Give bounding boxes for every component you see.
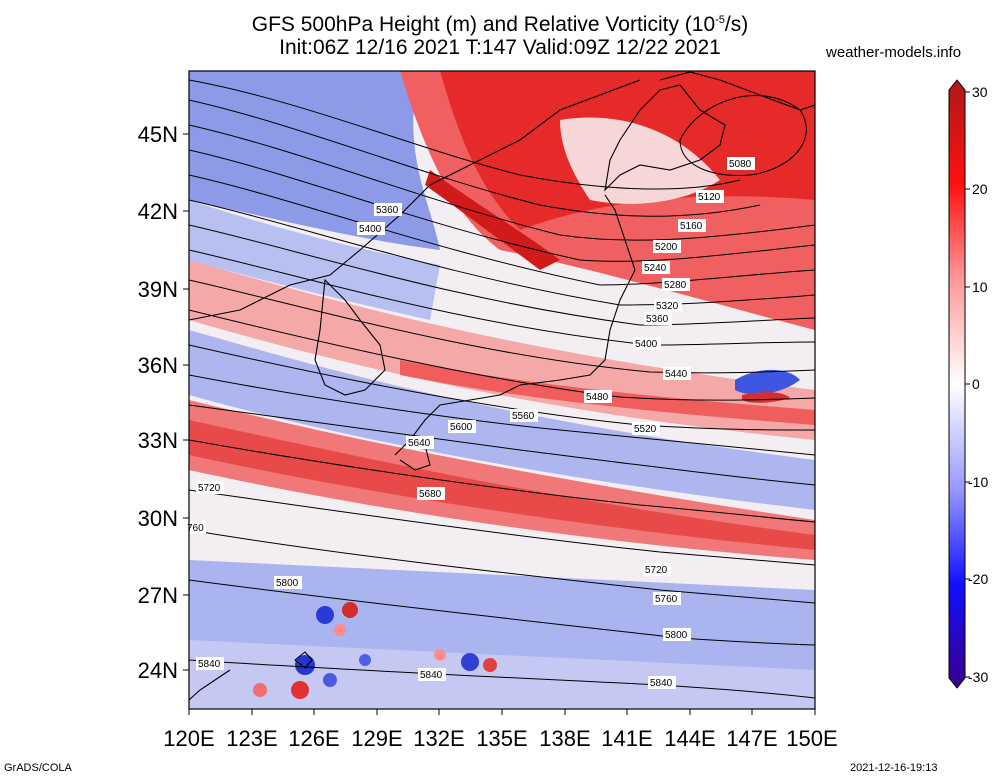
lon-axis: 120E 123E 126E 129E 132E 135E 138E 141E … bbox=[163, 709, 838, 751]
contour-labels: 5080 5120 5160 5200 5240 5280 5320 5360 … bbox=[186, 157, 755, 689]
svg-text:5400: 5400 bbox=[359, 224, 382, 235]
lat-tick-label: 42N bbox=[138, 199, 178, 224]
coastlines bbox=[189, 71, 815, 701]
contour-label: 760 bbox=[186, 521, 206, 534]
lon-tick-label: 120E bbox=[163, 726, 214, 751]
contour-label: 5360 bbox=[374, 203, 402, 216]
contour-label: 5160 bbox=[678, 219, 706, 232]
site-credit: weather-models.info bbox=[826, 44, 962, 61]
svg-text:5400: 5400 bbox=[635, 339, 658, 350]
footer-left: GrADS/COLA bbox=[4, 762, 72, 774]
contour-label: 5800 bbox=[663, 628, 691, 641]
colorbar: 30 20 10 0 -10 -20 -30 bbox=[948, 79, 988, 689]
colorbar-label: -10 bbox=[968, 474, 988, 490]
contour-label: 5280 bbox=[662, 278, 690, 291]
colorbar-label: -20 bbox=[968, 571, 988, 587]
contour-label: 5480 bbox=[584, 390, 612, 403]
contour-label: 5720 bbox=[643, 563, 671, 576]
map-title-line1: GFS 500hPa Height (m) and Relative Vorti… bbox=[251, 13, 749, 36]
svg-text:5520: 5520 bbox=[634, 424, 657, 435]
contour-label: 5600 bbox=[448, 420, 476, 433]
contour-label: 5640 bbox=[406, 436, 434, 449]
svg-text:5840: 5840 bbox=[650, 678, 673, 689]
lat-tick-label: 27N bbox=[138, 583, 178, 608]
lat-tick-label: 24N bbox=[138, 658, 178, 683]
svg-text:5080: 5080 bbox=[729, 159, 752, 170]
lat-tick-label: 45N bbox=[138, 122, 178, 147]
contour-label: 5240 bbox=[642, 261, 670, 274]
lon-tick-label: 150E bbox=[786, 726, 837, 751]
lat-tick-label: 30N bbox=[138, 506, 178, 531]
lat-tick-label: 39N bbox=[138, 277, 178, 302]
lon-tick-label: 129E bbox=[351, 726, 402, 751]
svg-text:5280: 5280 bbox=[664, 280, 687, 291]
svg-text:5600: 5600 bbox=[450, 422, 473, 433]
svg-text:5360: 5360 bbox=[646, 314, 669, 325]
height-contours bbox=[189, 79, 815, 699]
colorbar-label: 30 bbox=[972, 84, 988, 100]
contour-label: 5520 bbox=[632, 422, 660, 435]
svg-text:5440: 5440 bbox=[665, 369, 688, 380]
lon-tick-label: 147E bbox=[726, 726, 777, 751]
svg-text:5640: 5640 bbox=[408, 438, 431, 449]
map-title-line2: Init:06Z 12/16 2021 T:147 Valid:09Z 12/2… bbox=[279, 36, 721, 59]
svg-text:5760: 5760 bbox=[655, 594, 678, 605]
svg-text:5240: 5240 bbox=[644, 263, 667, 274]
svg-text:5840: 5840 bbox=[198, 659, 221, 670]
svg-text:5720: 5720 bbox=[198, 483, 221, 494]
contour-label: 5840 bbox=[196, 657, 224, 670]
contour-label: 5800 bbox=[274, 576, 302, 589]
svg-text:5200: 5200 bbox=[655, 242, 678, 253]
svg-text:5840: 5840 bbox=[420, 670, 443, 681]
svg-text:5360: 5360 bbox=[376, 205, 399, 216]
lon-tick-label: 123E bbox=[226, 726, 277, 751]
contour-label: 5720 bbox=[196, 481, 224, 494]
lon-tick-label: 135E bbox=[476, 726, 527, 751]
contour-label: 5200 bbox=[653, 240, 681, 253]
colorbar-label: 10 bbox=[972, 279, 988, 295]
lon-tick-label: 132E bbox=[413, 726, 464, 751]
svg-text:5800: 5800 bbox=[276, 578, 299, 589]
contour-label: 5320 bbox=[654, 299, 682, 312]
contour-label: 5560 bbox=[510, 409, 538, 422]
svg-text:5800: 5800 bbox=[665, 630, 688, 641]
vorticity-field bbox=[189, 71, 815, 709]
svg-text:5320: 5320 bbox=[656, 301, 679, 312]
contour-label: 5080 bbox=[727, 157, 755, 170]
svg-text:5560: 5560 bbox=[512, 411, 535, 422]
colorbar-label: -30 bbox=[968, 669, 988, 685]
contour-label: 5680 bbox=[417, 487, 445, 500]
lat-tick-label: 33N bbox=[138, 428, 178, 453]
lon-tick-label: 138E bbox=[539, 726, 590, 751]
svg-text:760: 760 bbox=[187, 523, 204, 534]
contour-label: 5400 bbox=[633, 337, 661, 350]
lon-tick-label: 126E bbox=[288, 726, 339, 751]
lon-tick-label: 141E bbox=[601, 726, 652, 751]
contour-label: 5400 bbox=[357, 222, 385, 235]
svg-text:5720: 5720 bbox=[645, 565, 668, 576]
lat-axis: 24N 27N 30N 33N 36N 39N 42N 45N bbox=[138, 122, 189, 683]
colorbar-label: 0 bbox=[972, 376, 980, 392]
contour-label: 5120 bbox=[696, 190, 724, 203]
svg-text:5160: 5160 bbox=[680, 221, 703, 232]
svg-text:5480: 5480 bbox=[586, 392, 609, 403]
svg-text:5120: 5120 bbox=[698, 192, 721, 203]
svg-text:5680: 5680 bbox=[419, 489, 442, 500]
lat-tick-label: 36N bbox=[138, 353, 178, 378]
contour-label: 5760 bbox=[653, 592, 681, 605]
contour-label: 5840 bbox=[648, 676, 676, 689]
colorbar-label: 20 bbox=[972, 181, 988, 197]
contour-label: 5440 bbox=[663, 367, 691, 380]
contour-label: 5360 bbox=[644, 312, 672, 325]
lon-tick-label: 144E bbox=[664, 726, 715, 751]
footer-right: 2021-12-16-19:13 bbox=[850, 762, 938, 774]
contour-label: 5840 bbox=[418, 668, 446, 681]
